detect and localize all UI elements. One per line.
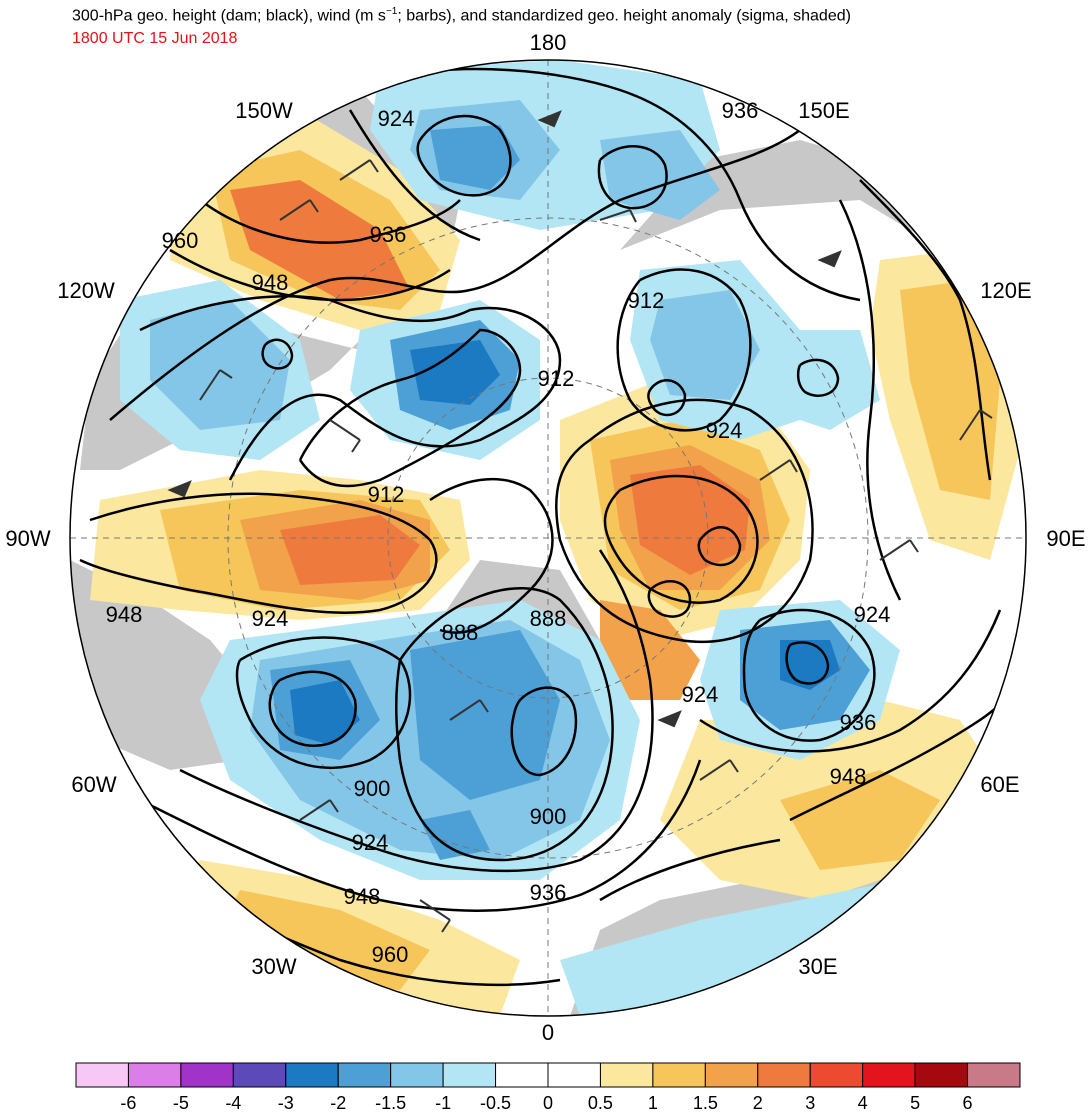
colorbar-box	[75, 1062, 129, 1088]
contour-label: 924	[854, 602, 891, 627]
colorbar-tick-label: -0.5	[480, 1093, 511, 1112]
colorbar-tick-label: 1	[648, 1093, 658, 1112]
contour-label-group: 924 936 960 936 948 912 912 912 924 924 …	[106, 98, 891, 967]
colorbar-tick-label: -4	[225, 1093, 241, 1112]
colorbar-tick-label: -5	[173, 1093, 189, 1112]
colorbar-tick-label: -2	[330, 1093, 346, 1112]
colorbar-tick-label: -6	[120, 1093, 136, 1112]
wind-barbs	[167, 110, 993, 933]
contour-label: 912	[628, 288, 665, 313]
lon-label-150e: 150E	[798, 98, 849, 123]
colorbar-box	[547, 1062, 601, 1088]
colorbar-box	[809, 1062, 864, 1088]
lon-label-120e: 120E	[980, 278, 1031, 303]
colorbar-tick-label: 6	[963, 1093, 973, 1112]
colorbar-box	[704, 1062, 759, 1088]
lon-label-30w: 30W	[251, 954, 296, 979]
lon-label-90e: 90E	[1046, 526, 1085, 551]
colorbar-tick-label: 4	[858, 1093, 868, 1112]
contour-label: 960	[162, 228, 199, 253]
contour-label: 936	[530, 880, 567, 905]
colorbar-tick-label: 1.5	[693, 1093, 718, 1112]
lon-label-30e: 30E	[798, 954, 837, 979]
colorbar-tick-label: -1.5	[375, 1093, 406, 1112]
contour-label: 924	[682, 682, 719, 707]
lon-label-60e: 60E	[980, 772, 1019, 797]
contour-label: 936	[370, 222, 407, 247]
contour-label: 888	[442, 620, 479, 645]
map-disc	[70, 60, 1026, 1016]
map-title: 300-hPa geo. height (dam; black), wind (…	[72, 6, 851, 25]
colorbar-tick-label: -3	[278, 1093, 294, 1112]
colorbar-box	[390, 1062, 444, 1088]
contour-label: 948	[344, 884, 381, 909]
map-boundary	[69, 59, 1027, 1017]
colorbar-box	[285, 1062, 339, 1088]
contour-label: 900	[530, 804, 567, 829]
colorbar: -6 -5 -4 -3 -2 -1.5 -1 -0.5 0 0.5 1 1.5 2 3 4 5 6	[75, 1062, 1021, 1112]
colorbar-box	[652, 1062, 706, 1088]
contour-label: 888	[530, 606, 567, 631]
contour-label: 924	[378, 106, 415, 131]
lon-label-150w: 150W	[235, 98, 293, 123]
contour-label: 960	[372, 942, 409, 967]
graticule	[70, 60, 1026, 1016]
longitude-labels: 180 150E 120E 90E 60E 30E 0 30W 60W 90W …	[5, 30, 1085, 1045]
contour-label: 912	[368, 482, 405, 507]
lon-label-180: 180	[530, 30, 567, 55]
contour-label: 912	[538, 366, 575, 391]
colorbar-tick-label: -1	[435, 1093, 451, 1112]
colorbar-tick-label: 2	[753, 1093, 763, 1112]
colorbar-tick-label: 0	[543, 1093, 553, 1112]
colorbar-box	[862, 1062, 916, 1088]
contour-label: 936	[840, 710, 877, 735]
contour-label: 948	[252, 270, 289, 295]
colorbar-tick-label: 0.5	[588, 1093, 613, 1112]
lon-label-60w: 60W	[71, 772, 116, 797]
colorbar-tick-label: 3	[805, 1093, 815, 1112]
colorbar-box	[232, 1062, 287, 1088]
contour-label: 924	[352, 830, 389, 855]
lon-label-0: 0	[542, 1020, 554, 1045]
contour-label: 900	[354, 776, 391, 801]
colorbar-box	[127, 1062, 182, 1088]
lon-label-90w: 90W	[5, 526, 50, 551]
valid-time: 1800 UTC 15 Jun 2018	[72, 30, 238, 47]
colorbar-box	[495, 1062, 549, 1088]
colorbar-tick-label: 5	[910, 1093, 920, 1112]
contour-label: 924	[252, 606, 289, 631]
lon-label-120w: 120W	[57, 278, 115, 303]
contour-label: 948	[830, 764, 867, 789]
contour-label: 924	[706, 418, 743, 443]
colorbar-box	[337, 1062, 392, 1088]
colorbar-box	[757, 1062, 811, 1088]
colorbar-box	[442, 1062, 497, 1088]
colorbar-box	[599, 1062, 654, 1088]
colorbar-box	[180, 1062, 234, 1088]
colorbar-box	[967, 1062, 1021, 1088]
contour-label: 948	[106, 602, 143, 627]
contour-label: 936	[722, 98, 759, 123]
colorbar-box	[914, 1062, 969, 1088]
